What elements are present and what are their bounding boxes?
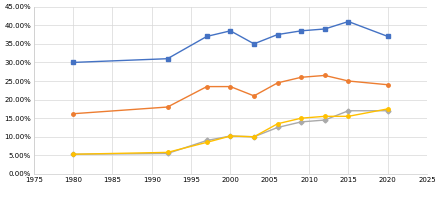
Surpoids - Femmes — [346, 80, 351, 82]
Obésité - Hommes — [322, 119, 327, 121]
Surpoids - Hommes — [299, 29, 304, 32]
Surpoids - Femmes — [228, 85, 233, 88]
Obésité - Hommes — [204, 139, 209, 142]
Obésité - Femmes — [70, 153, 76, 156]
Surpoids - Femmes — [165, 106, 170, 108]
Surpoids - Femmes — [251, 95, 257, 97]
Surpoids - Hommes — [165, 57, 170, 60]
Surpoids - Hommes — [204, 35, 209, 38]
Surpoids - Femmes — [322, 74, 327, 77]
Obésité - Femmes — [204, 141, 209, 144]
Obésité - Hommes — [70, 153, 76, 156]
Obésité - Hommes — [165, 152, 170, 155]
Obésité - Femmes — [165, 151, 170, 154]
Surpoids - Femmes — [70, 112, 76, 115]
Surpoids - Hommes — [70, 61, 76, 64]
Surpoids - Femmes — [385, 83, 390, 86]
Surpoids - Femmes — [275, 82, 280, 84]
Obésité - Femmes — [251, 135, 257, 138]
Line: Obésité - Femmes: Obésité - Femmes — [71, 107, 389, 156]
Line: Surpoids - Femmes: Surpoids - Femmes — [71, 74, 389, 116]
Obésité - Hommes — [346, 109, 351, 112]
Surpoids - Hommes — [228, 29, 233, 32]
Obésité - Femmes — [322, 115, 327, 118]
Obésité - Hommes — [299, 121, 304, 123]
Surpoids - Hommes — [275, 33, 280, 36]
Surpoids - Hommes — [251, 43, 257, 45]
Surpoids - Hommes — [385, 35, 390, 38]
Surpoids - Hommes — [322, 28, 327, 30]
Obésité - Femmes — [228, 135, 233, 137]
Obésité - Femmes — [299, 117, 304, 120]
Obésité - Hommes — [275, 126, 280, 129]
Obésité - Femmes — [346, 115, 351, 118]
Line: Surpoids - Hommes: Surpoids - Hommes — [71, 20, 389, 64]
Surpoids - Hommes — [346, 20, 351, 23]
Line: Obésité - Hommes: Obésité - Hommes — [71, 109, 389, 156]
Surpoids - Femmes — [299, 76, 304, 79]
Obésité - Hommes — [228, 135, 233, 137]
Obésité - Hommes — [385, 109, 390, 112]
Obésité - Femmes — [385, 107, 390, 110]
Surpoids - Femmes — [204, 85, 209, 88]
Obésité - Hommes — [251, 135, 257, 138]
Obésité - Femmes — [275, 122, 280, 125]
